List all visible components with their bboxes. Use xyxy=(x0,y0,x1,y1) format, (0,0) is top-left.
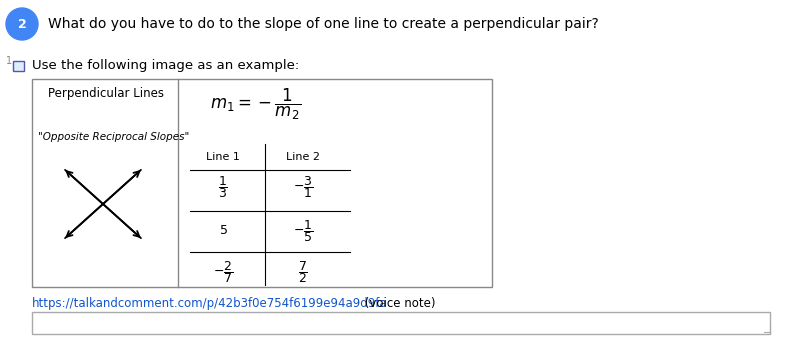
Text: 1: 1 xyxy=(6,56,12,66)
Text: Line 2: Line 2 xyxy=(286,152,320,162)
Text: Perpendicular Lines: Perpendicular Lines xyxy=(48,86,164,100)
Text: "Opposite Reciprocal Slopes": "Opposite Reciprocal Slopes" xyxy=(38,132,190,142)
FancyBboxPatch shape xyxy=(32,79,492,287)
Text: https://talkandcomment.com/p/42b3f0e754f6199e94a9d9fa: https://talkandcomment.com/p/42b3f0e754f… xyxy=(32,297,388,310)
Text: $-\dfrac{3}{1}$: $-\dfrac{3}{1}$ xyxy=(293,174,314,200)
Text: $\dfrac{1}{3}$: $\dfrac{1}{3}$ xyxy=(218,174,228,200)
FancyBboxPatch shape xyxy=(13,60,24,71)
Text: Use the following image as an example:: Use the following image as an example: xyxy=(32,60,299,73)
Text: $\dfrac{7}{2}$: $\dfrac{7}{2}$ xyxy=(298,259,308,285)
Text: $5$: $5$ xyxy=(218,224,227,238)
Text: $m_1 = -\dfrac{1}{m_2}$: $m_1 = -\dfrac{1}{m_2}$ xyxy=(210,86,301,122)
Text: What do you have to do to the slope of one line to create a perpendicular pair?: What do you have to do to the slope of o… xyxy=(48,17,598,31)
Text: $-\dfrac{2}{7}$: $-\dfrac{2}{7}$ xyxy=(213,259,234,285)
Circle shape xyxy=(6,8,38,40)
Text: (voice note): (voice note) xyxy=(361,297,435,310)
Text: $-\dfrac{1}{5}$: $-\dfrac{1}{5}$ xyxy=(293,218,314,244)
FancyBboxPatch shape xyxy=(32,312,770,334)
Text: Line 1: Line 1 xyxy=(206,152,240,162)
Text: 2: 2 xyxy=(18,18,26,31)
